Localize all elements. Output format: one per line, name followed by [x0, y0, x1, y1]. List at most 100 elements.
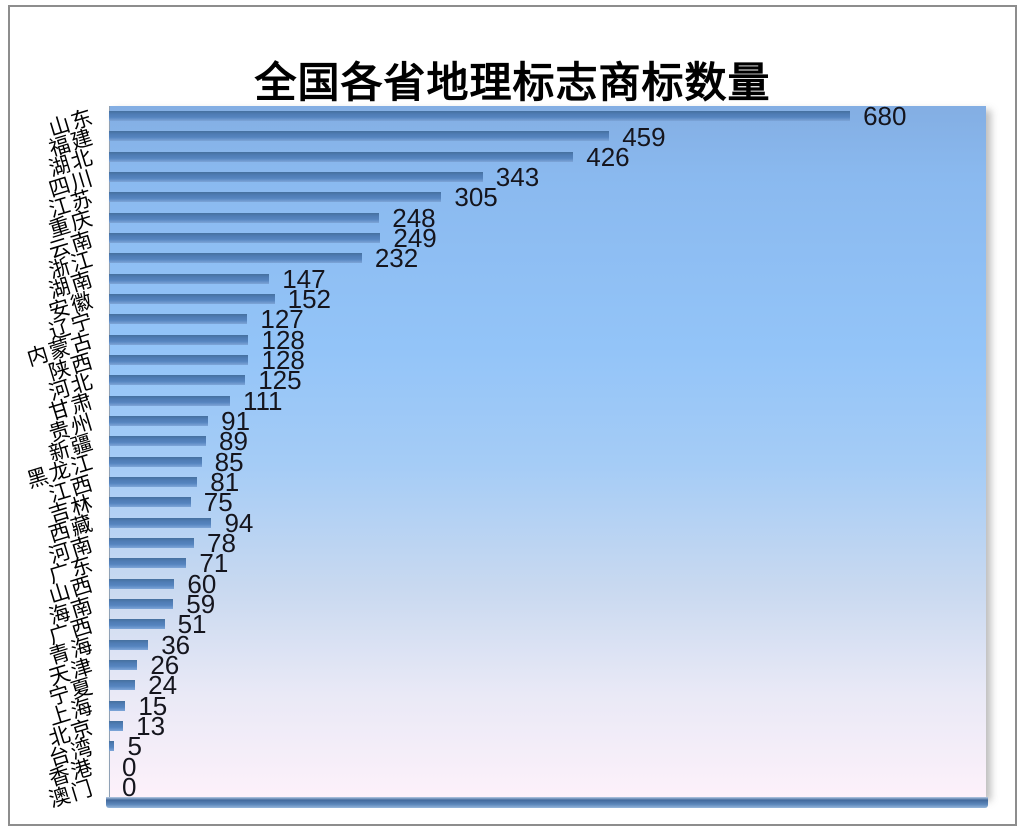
value-label: 343 — [495, 162, 540, 193]
value-label: 51 — [177, 609, 207, 640]
bar — [109, 456, 202, 467]
value-label: 426 — [586, 141, 630, 172]
value-label: 111 — [242, 385, 283, 416]
bar-zone: 85 — [109, 446, 986, 477]
chart-row: 浙江 232 — [10, 243, 986, 282]
bar — [109, 741, 115, 752]
value-label: 152 — [287, 284, 332, 315]
category-label-cell: 山东 — [10, 104, 109, 140]
bar — [109, 192, 442, 203]
bar-zone: 78 — [109, 530, 986, 556]
bar — [109, 619, 165, 630]
chart-row: 福建 459 — [10, 124, 986, 161]
bar — [109, 578, 175, 589]
bar — [109, 639, 149, 650]
value-label: 5 — [127, 731, 142, 762]
chart-row: 贵州 91 — [10, 406, 986, 445]
bar-zone: 24 — [109, 670, 986, 701]
bar-zone: 94 — [109, 507, 986, 538]
chart-row: 重庆 248 — [10, 202, 986, 242]
chart-row: 西藏 94 — [10, 507, 986, 547]
value-label: 91 — [221, 406, 251, 437]
chart-frame: 全国各省地理标志商标数量 山东 680 福建 459 湖北 426 四川 343 江苏 305 重庆… — [8, 5, 1017, 826]
chart-row: 山东 680 — [10, 103, 986, 140]
bar — [109, 517, 212, 528]
chart-row: 广东 71 — [10, 550, 986, 587]
bar-zone: 459 — [109, 124, 986, 150]
bar — [109, 436, 206, 447]
bar — [109, 314, 248, 325]
value-label: 0 — [122, 772, 137, 802]
bar-zone: 51 — [109, 609, 986, 640]
value-label: 232 — [374, 243, 419, 274]
value-label: 85 — [214, 446, 244, 477]
bar-zone: 0 — [109, 754, 986, 780]
value-label: 249 — [393, 223, 437, 254]
bar-zone: 127 — [109, 304, 986, 335]
bar-zone: 0 — [109, 772, 986, 802]
bar-zone: 249 — [109, 223, 986, 254]
chart-row: 河北 125 — [10, 367, 986, 404]
bar-zone: 426 — [109, 141, 986, 172]
bar-zone: 59 — [109, 591, 986, 617]
bar-zone: 91 — [109, 406, 986, 437]
value-label: 81 — [210, 467, 240, 498]
bar-zone: 15 — [109, 693, 986, 719]
chart-row: 湖北 426 — [10, 141, 986, 181]
chart-row: 海南 59 — [10, 591, 986, 628]
chart-row: 青海 36 — [10, 632, 986, 669]
chart-row: 陕西 128 — [10, 347, 986, 384]
chart-row: 天津 26 — [10, 650, 986, 689]
value-label: 459 — [622, 121, 666, 152]
bar-zone: 343 — [109, 162, 986, 193]
chart-floor-strip — [106, 797, 988, 808]
bar — [109, 355, 249, 366]
bar-zone: 152 — [109, 284, 986, 315]
value-label: 60 — [187, 568, 217, 599]
chart-row: 广西 51 — [10, 609, 986, 648]
bar-zone: 13 — [109, 711, 986, 742]
bar — [109, 151, 574, 162]
bar — [109, 395, 230, 406]
chart-title: 全国各省地理标志商标数量 — [254, 61, 771, 107]
bar-zone: 26 — [109, 650, 986, 681]
chart-row: 湖南 147 — [10, 266, 986, 303]
bar — [109, 253, 362, 264]
value-label: 26 — [150, 650, 180, 681]
bar-zone: 71 — [109, 550, 986, 576]
bar-zone: 147 — [109, 266, 986, 292]
bar-zone: 75 — [109, 489, 986, 515]
bar — [109, 294, 275, 305]
bar-zone: 248 — [109, 202, 986, 233]
value-label: 89 — [218, 426, 248, 457]
bar — [109, 558, 187, 569]
bar-zone: 111 — [109, 385, 986, 416]
value-label: 24 — [148, 670, 178, 701]
chart-row: 安徽 152 — [10, 284, 986, 323]
chart-row: 宁夏 24 — [10, 670, 986, 709]
chart-rows: 山东 680 福建 459 湖北 426 四川 343 江苏 305 重庆 248 云南 249 浙江 232… — [10, 103, 986, 811]
value-label: 94 — [224, 507, 254, 538]
bar — [109, 111, 851, 122]
value-label: 127 — [260, 304, 304, 335]
chart-row: 江苏 305 — [10, 182, 986, 221]
value-label: 248 — [392, 202, 436, 233]
chart-row: 新疆 89 — [10, 426, 986, 465]
bar — [109, 375, 246, 386]
bar — [109, 334, 249, 345]
bar — [109, 660, 138, 671]
bar — [109, 497, 191, 508]
chart-row: 澳门 0 — [10, 772, 986, 811]
value-label: 13 — [136, 711, 166, 742]
bar-zone: 60 — [109, 568, 986, 599]
bar — [109, 538, 194, 549]
chart-row: 江西 81 — [10, 467, 986, 506]
bar-zone: 89 — [109, 426, 986, 457]
bar-zone: 305 — [109, 182, 986, 213]
chart-row: 云南 249 — [10, 223, 986, 262]
value-label: 305 — [454, 182, 498, 213]
chart-row: 四川 343 — [10, 162, 986, 201]
chart-row: 山西 60 — [10, 568, 986, 608]
bar-zone: 36 — [109, 632, 986, 658]
bar — [109, 680, 136, 691]
